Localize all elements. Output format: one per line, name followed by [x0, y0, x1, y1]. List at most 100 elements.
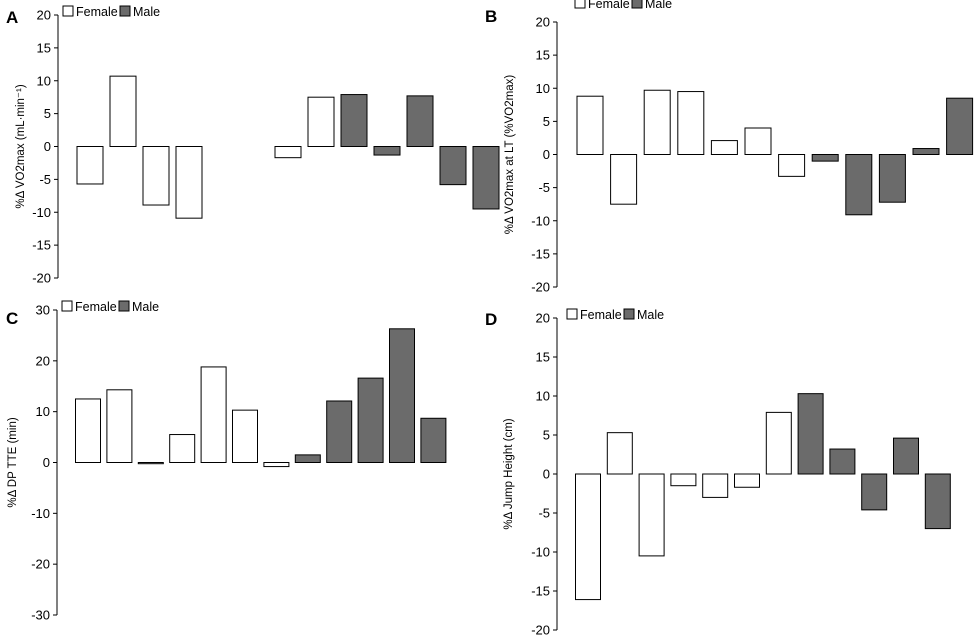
- bar-female: [142, 146, 170, 206]
- bar-male: [406, 95, 434, 147]
- bar-female: [76, 146, 104, 185]
- panel-c: C 30 20 10 0 -10 -20 -30 %Δ DP TTE (min) Female Ma…: [6, 300, 447, 623]
- y-tick-label: -15: [32, 238, 51, 253]
- legend-label-male: Male: [132, 300, 159, 314]
- y-tick-label: 0: [44, 139, 51, 154]
- y-tick-label: 10: [37, 73, 51, 88]
- bar-male: [946, 97, 974, 155]
- y-tick-label: -10: [531, 545, 550, 560]
- bar-male: [845, 154, 873, 216]
- legend-swatch-male: [623, 308, 635, 320]
- y-tick-label: -5: [39, 172, 51, 187]
- bar-female: [610, 154, 638, 205]
- bar-male: [924, 473, 951, 530]
- legend: Female Male: [62, 5, 160, 19]
- bar-female: [274, 146, 302, 159]
- bar-male: [294, 454, 321, 463]
- bar-male: [797, 393, 824, 475]
- bar-female: [106, 389, 133, 463]
- bar-male: [389, 328, 415, 463]
- bar-female: [109, 75, 137, 147]
- bar-female: [677, 91, 705, 155]
- y-tick-label: 15: [37, 40, 51, 55]
- bar-male: [326, 400, 353, 464]
- bar-male: [340, 94, 368, 148]
- bar-female: [75, 398, 101, 464]
- legend: Female Male: [61, 300, 159, 314]
- y-tick-label: 0: [543, 147, 550, 162]
- y-tick-label: 5: [543, 428, 550, 443]
- y-axis-label: %Δ VO2max (mL·min⁻¹): [15, 84, 27, 208]
- legend: Female Male: [566, 308, 664, 322]
- bar-female: [710, 140, 738, 155]
- legend-label-female: Female: [588, 0, 630, 11]
- bar-male: [811, 154, 839, 162]
- legend-label-male: Male: [133, 5, 160, 19]
- y-tick-label: 0: [43, 455, 50, 470]
- y-tick-label: 20: [37, 8, 51, 23]
- y-tick-label: -15: [531, 246, 550, 261]
- bar-male: [357, 377, 384, 463]
- panel-label: A: [6, 8, 18, 27]
- legend-swatch-male: [631, 0, 643, 9]
- y-tick-label: -10: [531, 213, 550, 228]
- legend-label-female: Female: [76, 5, 118, 19]
- bar-male: [420, 417, 447, 463]
- bar-female: [576, 95, 604, 155]
- bar-female: [606, 432, 633, 475]
- bar-female: [200, 366, 227, 463]
- bar-male: [893, 437, 919, 475]
- bar-male: [912, 148, 940, 156]
- bar-female: [778, 154, 806, 177]
- y-tick-label: -10: [32, 205, 51, 220]
- panel-b: B 20 15 10 5 0 -5 -10 -15 -20 %Δ VO2max at LT (%VO…: [485, 0, 974, 295]
- panel-label: B: [485, 7, 497, 26]
- bar-female: [670, 473, 697, 487]
- bar-male: [472, 146, 500, 210]
- y-tick-label: 20: [536, 15, 550, 30]
- legend-swatch-male: [118, 300, 130, 312]
- bar-female: [137, 462, 164, 465]
- panel-label: C: [6, 309, 18, 328]
- y-axis-label: %Δ VO2max at LT (%VO2max): [504, 75, 516, 235]
- bar-male: [861, 473, 888, 511]
- y-tick-label: 5: [44, 106, 51, 121]
- y-tick-label: -30: [31, 608, 50, 623]
- legend-swatch-male: [119, 5, 131, 17]
- y-tick-label: -10: [31, 506, 50, 521]
- bar-female: [765, 411, 792, 475]
- bar-female: [263, 462, 290, 468]
- y-tick-label: 5: [543, 114, 550, 129]
- y-tick-label: 0: [543, 467, 550, 482]
- legend-label-male: Male: [645, 0, 672, 11]
- y-tick-label: 10: [36, 404, 50, 419]
- bar-female: [175, 146, 203, 219]
- legend: Female Male: [574, 0, 672, 11]
- y-axis-label: %Δ DP TTE (min): [7, 417, 19, 507]
- y-tick-label: -15: [531, 584, 550, 599]
- y-tick-label: 10: [536, 81, 550, 96]
- legend-label-female: Female: [580, 308, 622, 322]
- y-tick-label: 20: [536, 311, 550, 326]
- bar-female: [638, 473, 665, 557]
- panel-label: D: [485, 310, 497, 329]
- bar-female: [232, 409, 258, 463]
- y-tick-label: -5: [538, 506, 550, 521]
- legend-swatch-female: [566, 308, 578, 320]
- bar-female: [169, 434, 196, 463]
- bar-male: [439, 146, 467, 186]
- bar-male: [878, 154, 906, 203]
- bar-female: [734, 473, 760, 488]
- bar-female: [575, 473, 601, 601]
- y-tick-label: -5: [538, 180, 550, 195]
- y-tick-label: -20: [531, 280, 550, 295]
- y-tick-label: -20: [531, 623, 550, 637]
- legend-swatch-female: [61, 300, 73, 312]
- y-tick-label: -20: [32, 271, 51, 286]
- y-axis-label: %Δ Jump Height (cm): [503, 418, 515, 529]
- legend-label-male: Male: [637, 308, 664, 322]
- legend-swatch-female: [62, 5, 74, 17]
- legend-label-female: Female: [75, 300, 117, 314]
- bar-male: [829, 448, 856, 475]
